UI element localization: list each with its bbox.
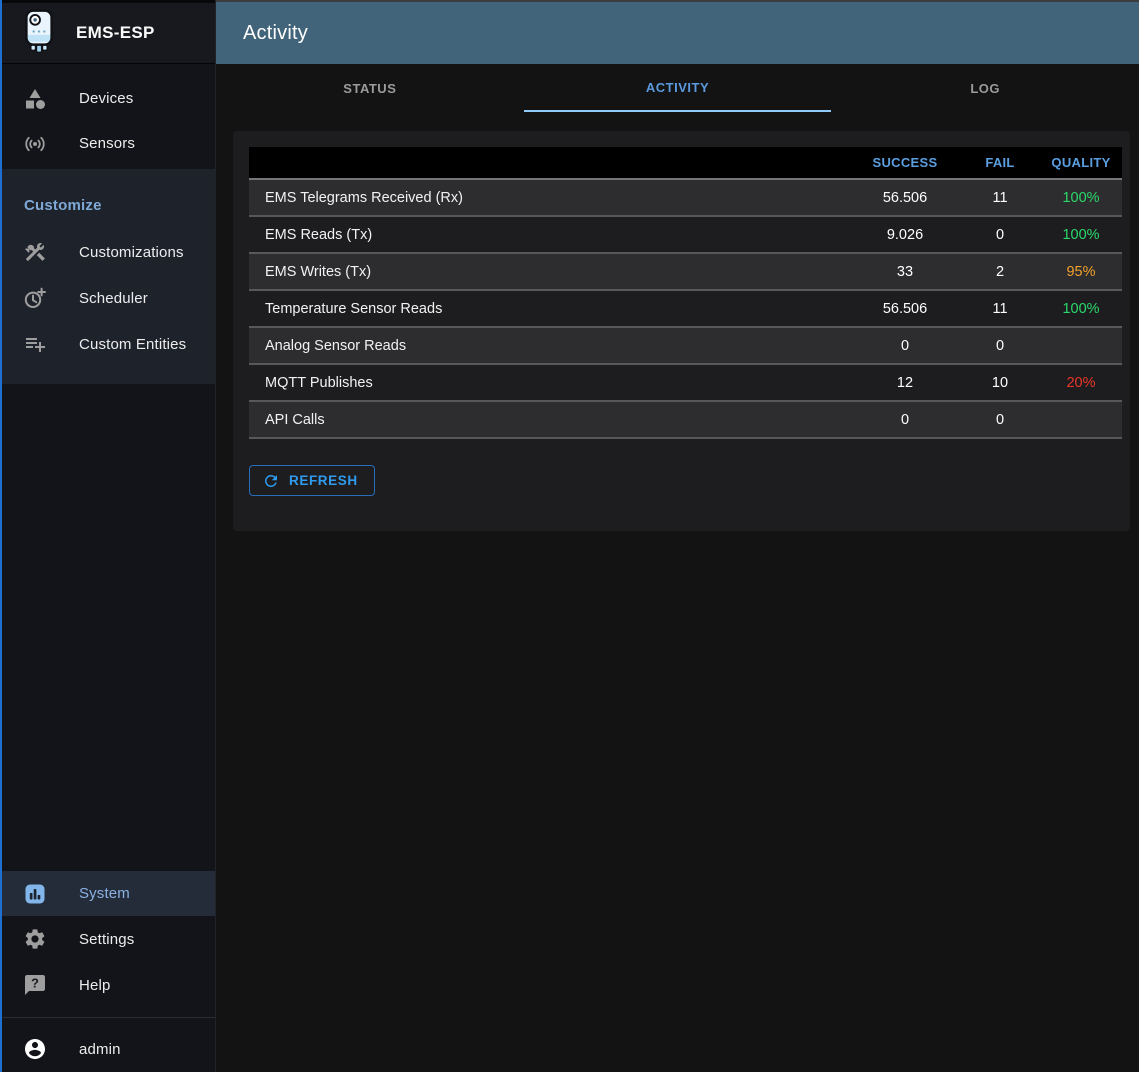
refresh-icon [262,472,280,490]
sidebar-item-sensors[interactable]: Sensors [0,121,215,166]
table-row: EMS Reads (Tx) 9.026 0 100% [249,216,1122,254]
row-quality [1040,327,1122,365]
refresh-label: REFRESH [289,473,358,488]
tab-log[interactable]: LOG [970,80,1001,96]
sidebar-item-settings[interactable]: Settings [0,916,215,962]
account-circle-icon [23,1037,47,1061]
row-success: 0 [850,401,960,439]
app-logo-header: EMS-ESP [0,0,215,64]
sidebar-item-devices[interactable]: Devices [0,76,215,121]
row-success: 12 [850,364,960,402]
tab-status[interactable]: STATUS [343,80,397,96]
row-fail: 11 [960,179,1040,217]
table-row: Temperature Sensor Reads 56.506 11 100% [249,290,1122,328]
sidebar-item-label: Help [79,976,111,994]
row-success: 56.506 [850,179,960,217]
app-bar: Activity [216,0,1139,64]
table-row: EMS Telegrams Received (Rx) 56.506 11 10… [249,179,1122,217]
app-title: EMS-ESP [76,23,155,42]
refresh-button[interactable]: REFRESH [249,465,375,496]
gear-icon [23,927,47,951]
svg-text:?: ? [31,976,39,991]
page-title: Activity [243,21,308,44]
row-fail: 2 [960,253,1040,291]
table-header-row: SUCCESS FAIL QUALITY [249,147,1122,180]
row-quality [1040,401,1122,439]
table-row: MQTT Publishes 12 10 20% [249,364,1122,402]
sidebar: EMS-ESP Devices [0,0,216,1072]
bar-chart-icon [23,882,47,906]
row-name: EMS Reads (Tx) [249,216,850,254]
col-header-success: SUCCESS [850,147,960,180]
row-quality: 100% [1040,216,1122,254]
row-name: Analog Sensor Reads [249,327,850,365]
sidebar-item-label: Devices [79,90,134,107]
row-name: API Calls [249,401,850,439]
help-icon: ? [23,973,47,997]
row-quality: 100% [1040,290,1122,328]
col-header-quality: QUALITY [1040,147,1122,180]
table-row: API Calls 0 0 [249,401,1122,439]
playlist-add-icon [23,332,47,356]
row-name: EMS Telegrams Received (Rx) [249,179,850,217]
row-name: EMS Writes (Tx) [249,253,850,291]
sidebar-nav-bottom: System Settings ? Help [0,871,215,1072]
sidebar-item-admin[interactable]: admin [0,1026,215,1072]
sensors-icon [23,132,47,156]
row-name: Temperature Sensor Reads [249,290,850,328]
row-fail: 11 [960,290,1040,328]
sidebar-item-scheduler[interactable]: Scheduler [0,275,215,321]
sidebar-item-help[interactable]: ? Help [0,962,215,1008]
tab-bar: STATUS ACTIVITY LOG [216,64,1139,112]
col-header-empty [249,147,850,180]
row-quality: 95% [1040,253,1122,291]
row-name: MQTT Publishes [249,364,850,402]
row-fail: 0 [960,401,1040,439]
row-success: 33 [850,253,960,291]
sidebar-item-system[interactable]: System [0,871,215,916]
sidebar-item-customizations[interactable]: Customizations [0,229,215,275]
tab-activity[interactable]: ACTIVITY [523,64,832,112]
divider [0,1017,215,1018]
row-success: 9.026 [850,216,960,254]
username-label: admin [79,1040,121,1058]
sidebar-item-label: Settings [79,930,135,948]
window-edge-accent [0,0,2,1072]
row-fail: 10 [960,364,1040,402]
sidebar-item-label: Scheduler [79,289,148,307]
devices-category-icon [23,87,47,111]
boiler-logo-icon [22,8,57,59]
row-quality: 20% [1040,364,1122,402]
table-row: EMS Writes (Tx) 33 2 95% [249,253,1122,291]
sidebar-nav-top: Devices Sensors [0,64,215,169]
row-fail: 0 [960,216,1040,254]
table-row: Analog Sensor Reads 0 0 [249,327,1122,365]
construction-icon [23,240,47,264]
section-label-customize: Customize [24,196,102,214]
sidebar-item-label: Sensors [79,135,136,152]
col-header-fail: FAIL [960,147,1040,180]
activity-table: SUCCESS FAIL QUALITY EMS Telegrams Recei… [249,147,1122,439]
sidebar-section-customize: Customize Customizations Scheduler [0,169,215,384]
activity-card: SUCCESS FAIL QUALITY EMS Telegrams Recei… [233,131,1130,531]
row-fail: 0 [960,327,1040,365]
row-quality: 100% [1040,179,1122,217]
sidebar-item-custom-entities[interactable]: Custom Entities [0,321,215,367]
row-success: 56.506 [850,290,960,328]
row-success: 0 [850,327,960,365]
sidebar-item-label: System [79,885,130,902]
sidebar-item-label: Custom Entities [79,335,187,353]
sidebar-spacer [0,384,215,871]
more-time-icon [23,286,47,310]
sidebar-item-label: Customizations [79,243,184,261]
